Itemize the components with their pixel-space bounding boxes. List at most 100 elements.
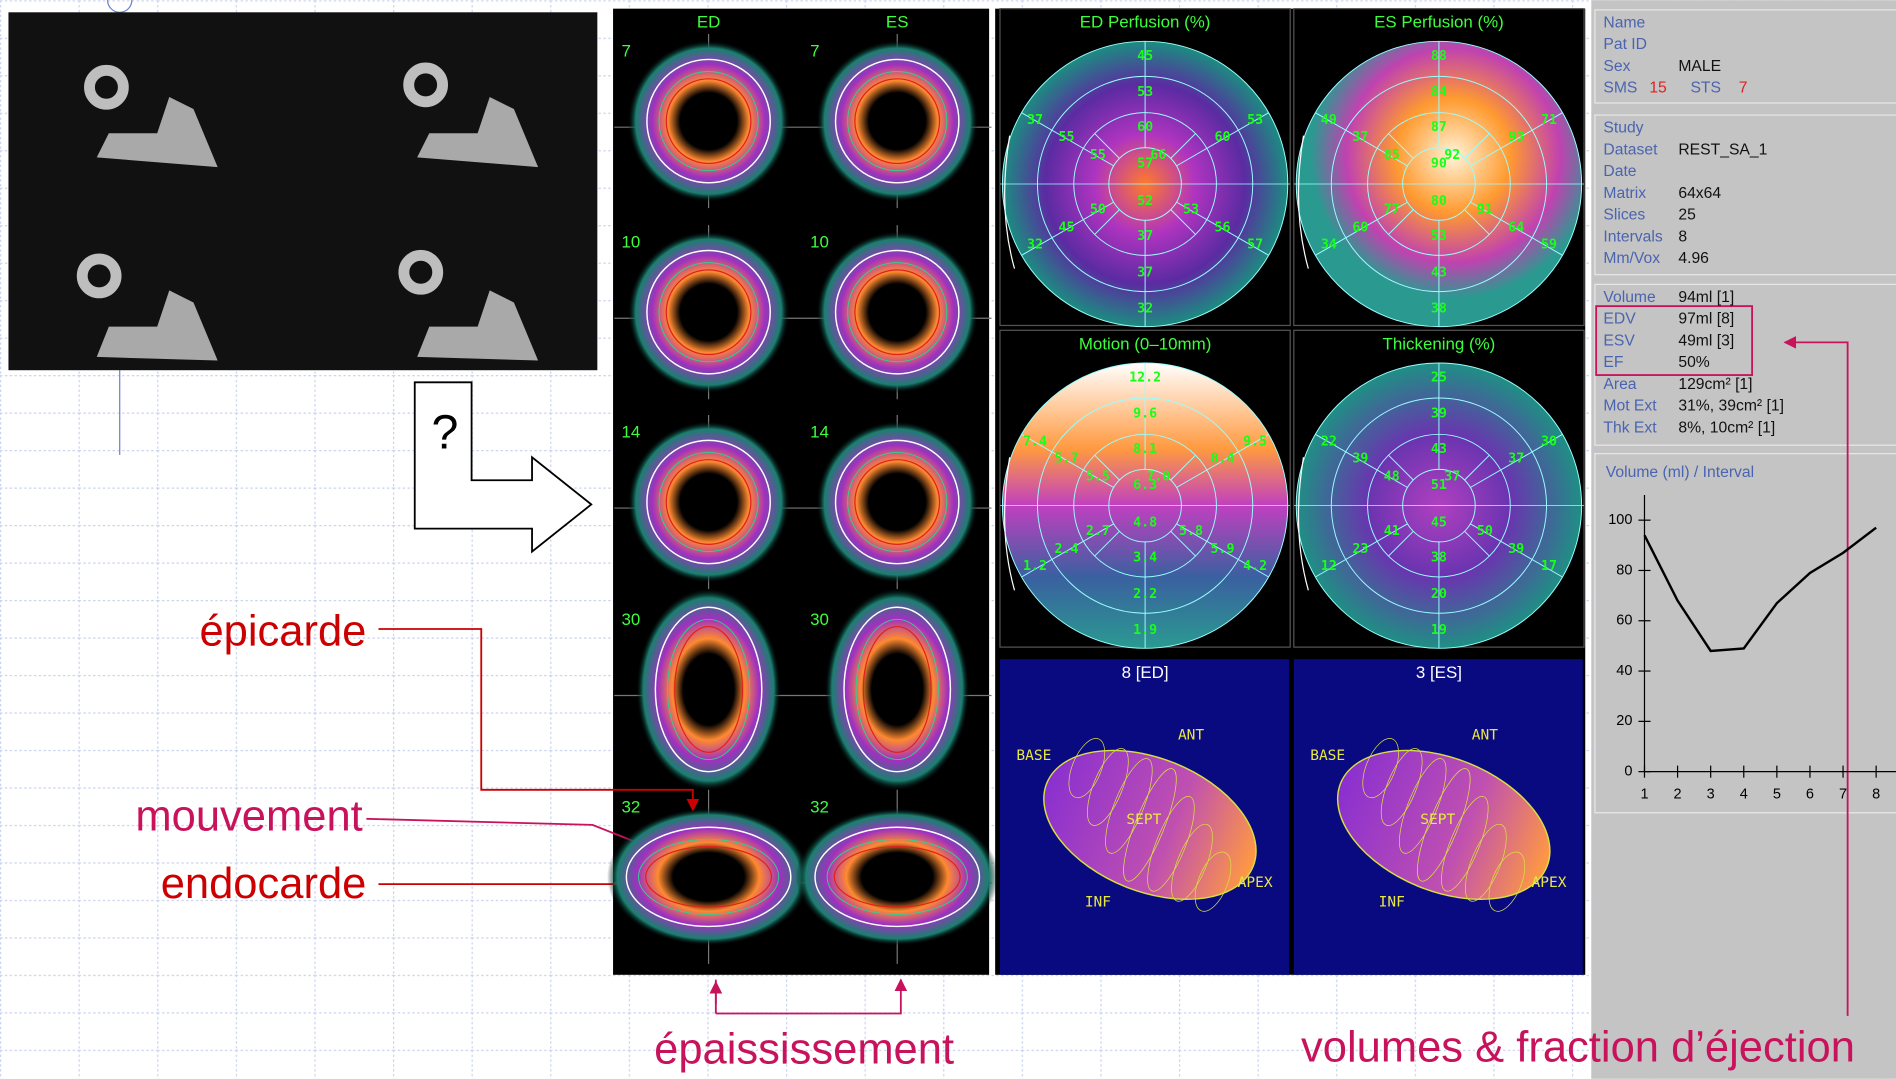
- slice-image: [796, 808, 999, 946]
- info-label: Matrix: [1603, 185, 1646, 202]
- segment-value: 37: [1137, 265, 1153, 280]
- slice-number: 32: [810, 797, 829, 816]
- segment-value: 3.4: [1133, 551, 1157, 566]
- segment-value: 1.2: [1023, 559, 1047, 574]
- segment-value: 4.2: [1243, 559, 1267, 574]
- segment-value: 50: [1090, 202, 1106, 217]
- segment-value: 4.8: [1133, 516, 1157, 531]
- segment-value: 8.4: [1210, 451, 1234, 466]
- segment-value: 55: [1058, 130, 1074, 145]
- segment-value: 71: [1541, 113, 1557, 128]
- segment-value: 2.4: [1054, 542, 1078, 557]
- slice-number: 32: [622, 797, 641, 816]
- info-label: Dataset: [1603, 141, 1658, 158]
- polar-map: Motion (0–10mm)12.29.68.16.34.83.42.21.9…: [1000, 330, 1290, 648]
- question-mark: ?: [432, 405, 459, 459]
- slice-number: 14: [810, 423, 829, 442]
- segment-value: 84: [1431, 85, 1447, 100]
- segment-value: 39: [1431, 407, 1447, 422]
- map-title: Thickening (%): [1383, 334, 1496, 353]
- segment-value: 23: [1352, 542, 1368, 557]
- anatomy-label: ANT: [1472, 727, 1498, 743]
- y-tick-label: 0: [1624, 763, 1632, 779]
- info-value: 94ml [1]: [1678, 289, 1734, 306]
- anatomy-label: INF: [1085, 894, 1111, 910]
- view-title: 3 [ES]: [1416, 663, 1462, 682]
- segment-value: 41: [1384, 524, 1400, 539]
- segment-value: 12: [1321, 559, 1337, 574]
- slice-image: [636, 588, 781, 791]
- x-tick-label: 2: [1674, 786, 1682, 802]
- anatomy-label: ANT: [1178, 727, 1204, 743]
- slice-image: [628, 421, 790, 583]
- segment-value: 37: [1508, 451, 1524, 466]
- segment-value: 64: [1508, 221, 1524, 236]
- anatomy-label: APEX: [1238, 875, 1273, 891]
- segment-value: 37: [1352, 130, 1368, 145]
- info-label: Sex: [1603, 58, 1630, 75]
- slice-number: 30: [810, 610, 829, 629]
- anatomy-label: BASE: [1310, 748, 1345, 764]
- x-tick-label: 7: [1839, 786, 1847, 802]
- segment-value: 5.5: [1086, 470, 1110, 485]
- segment-value: 60: [1352, 221, 1368, 236]
- x-tick-label: 6: [1806, 786, 1814, 802]
- segment-value: 17: [1541, 559, 1557, 574]
- slide: ? épicarde mouvement endocarde épaississ…: [0, 0, 1896, 1079]
- segment-value: 1.9: [1133, 623, 1157, 638]
- segment-value: 25: [1431, 370, 1447, 385]
- info-value: REST_SA_1: [1678, 141, 1767, 158]
- info-label: STS: [1690, 80, 1721, 97]
- x-tick-label: 8: [1872, 786, 1880, 802]
- anatomy-label: BASE: [1016, 748, 1051, 764]
- segment-value: 91: [1477, 202, 1493, 217]
- y-tick-label: 40: [1616, 663, 1632, 679]
- segment-value: 66: [1150, 148, 1166, 163]
- segment-value: 80: [1431, 194, 1447, 209]
- info-value: 64x64: [1678, 185, 1721, 202]
- segment-value: 53: [1431, 229, 1447, 244]
- segment-value: 12.2: [1129, 370, 1161, 385]
- segment-value: 60: [1214, 130, 1230, 145]
- segment-value: 19: [1431, 623, 1447, 638]
- segment-value: 9.6: [1133, 407, 1157, 422]
- segment-value: 53: [1137, 85, 1153, 100]
- y-tick-label: 20: [1616, 713, 1632, 729]
- slice-image: [816, 40, 978, 202]
- label-epicarde: épicarde: [199, 607, 366, 655]
- y-tick-label: 60: [1616, 613, 1632, 629]
- label-volumes: volumes & fraction d’éjection: [1301, 1023, 1855, 1071]
- segment-value: 57: [1247, 237, 1263, 252]
- anatomy-label: SEPT: [1420, 812, 1455, 828]
- segment-value: 39: [1352, 451, 1368, 466]
- anatomy-label: INF: [1379, 894, 1405, 910]
- info-label: SMS: [1603, 80, 1637, 97]
- segment-value: 49: [1321, 113, 1337, 128]
- segment-value: 2.7: [1086, 524, 1110, 539]
- info-label: Study: [1603, 120, 1643, 137]
- segment-value: 34: [1321, 237, 1337, 252]
- segment-value: 37: [1137, 229, 1153, 244]
- info-value: 25: [1678, 207, 1696, 224]
- map-title: Motion (0–10mm): [1079, 334, 1211, 353]
- segment-value: 52: [1137, 194, 1153, 209]
- segment-value: 60: [1137, 120, 1153, 135]
- info-value: 129cm² [1]: [1678, 376, 1752, 393]
- slice-image: [825, 588, 970, 791]
- slice-number: 14: [622, 423, 641, 442]
- segment-value: 85: [1384, 148, 1400, 163]
- map-title: ES Perfusion (%): [1374, 13, 1504, 32]
- segment-value: 53: [1247, 113, 1263, 128]
- segment-value: 5.7: [1054, 451, 1078, 466]
- anatomy-label: SEPT: [1126, 812, 1161, 828]
- info-value: 15: [1649, 80, 1667, 97]
- info-label: Name: [1603, 14, 1645, 31]
- segment-value: 77: [1384, 202, 1400, 217]
- slice-image: [628, 231, 790, 393]
- info-value: 97ml [8]: [1678, 311, 1734, 328]
- slice-image: [607, 808, 810, 946]
- segment-value: 56: [1214, 221, 1230, 236]
